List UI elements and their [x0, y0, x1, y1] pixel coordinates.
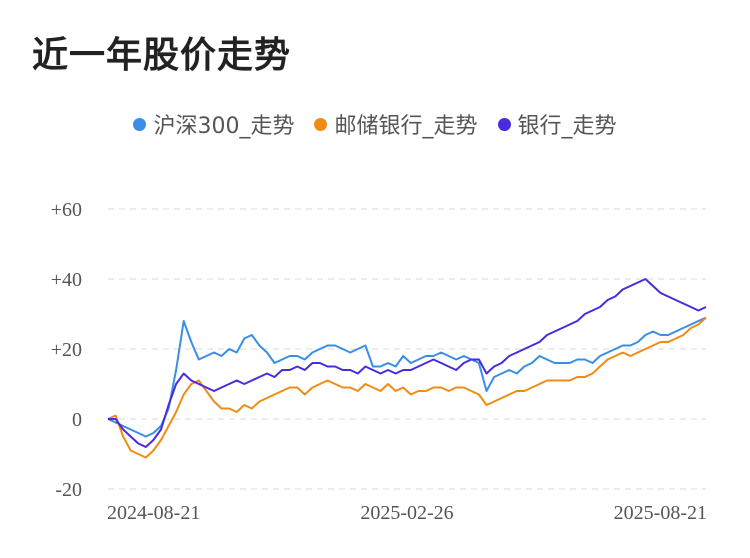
- legend-label-bank: 银行_走势: [517, 114, 617, 139]
- legend-dot-hs300: [133, 117, 147, 131]
- legend-item-hs300[interactable]: 沪深300_走势: [133, 108, 294, 140]
- y-tick-label-2: +20: [51, 339, 82, 361]
- legend-label-hs300: 沪深300_走势: [153, 114, 295, 139]
- series-line-hs300: [107, 316, 707, 438]
- x-tick-label-1: 2025-02-26: [360, 502, 453, 524]
- x-tick-label-2: 2025-08-21: [614, 502, 707, 524]
- series-line-psbc: [107, 316, 707, 459]
- legend-item-psbc[interactable]: 邮储银行_走势: [314, 108, 478, 140]
- legend-label-psbc: 邮储银行_走势: [334, 114, 478, 139]
- grid-layer: [108, 208, 706, 490]
- legend: 沪深300_走势 邮储银行_走势 银行_走势: [0, 108, 750, 140]
- y-tick-label-1: +40: [51, 269, 82, 291]
- series-line-bank: [108, 278, 707, 448]
- y-tick-label-4: -20: [55, 479, 82, 501]
- series-layer: [107, 278, 707, 459]
- y-tick-label-0: +60: [51, 199, 82, 221]
- x-tick-label-0: 2024-08-21: [107, 502, 200, 524]
- legend-item-bank[interactable]: 银行_走势: [497, 108, 617, 140]
- y-tick-label-3: 0: [72, 409, 82, 431]
- x-axis-ticks: 2024-08-21 2025-02-26 2025-08-21: [107, 502, 707, 524]
- legend-dot-psbc: [314, 117, 328, 131]
- y-axis-ticks: +60 +40 +20 0 -20: [51, 199, 82, 501]
- legend-dot-bank: [497, 117, 511, 131]
- chart-title: 近一年股价走势: [32, 35, 292, 76]
